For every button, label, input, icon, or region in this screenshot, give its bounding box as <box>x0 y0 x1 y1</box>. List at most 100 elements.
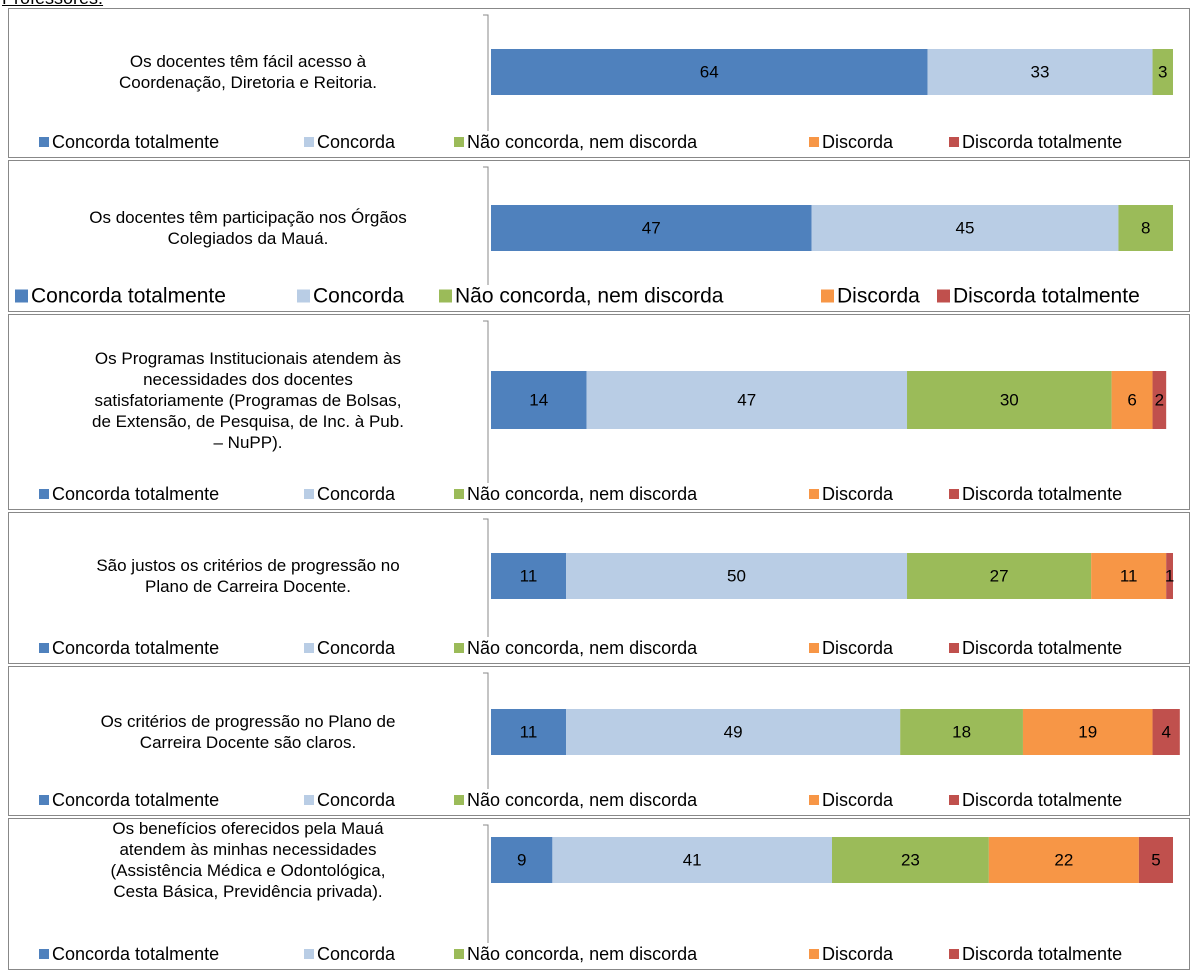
value-label: 5 <box>1151 850 1160 869</box>
legend-label: Discorda <box>822 790 894 810</box>
bracket <box>483 320 489 483</box>
legend-label: Discorda <box>822 944 894 964</box>
legend-swatch <box>15 289 28 303</box>
bar-segment <box>900 709 1023 755</box>
value-label: 45 <box>956 218 975 237</box>
chart-panel: Os docentes têm fácil acesso à Coordenaç… <box>8 8 1190 158</box>
legend-swatch <box>949 489 959 499</box>
legend-label: Discorda <box>822 132 894 152</box>
legend-label: Discorda totalmente <box>962 638 1122 658</box>
legend-label: Não concorda, nem discorda <box>455 285 724 308</box>
legend-swatch <box>949 643 959 653</box>
question-label: São justos os critérios de progressão no… <box>96 556 400 596</box>
chart: 9 Concorda totalmente 41 Concorda 23 Não conc… <box>39 824 1173 964</box>
legend-label: Concorda totalmente <box>31 285 226 308</box>
legend-label: Discorda <box>822 484 894 504</box>
bar-segment <box>907 553 1092 599</box>
value-label: 49 <box>724 722 743 741</box>
value-label: 8 <box>1141 218 1150 237</box>
value-label: 64 <box>700 62 719 81</box>
question-label: Os docentes têm fácil acesso à Coordenaç… <box>119 52 377 92</box>
bar-segment <box>491 709 567 755</box>
bar-segment <box>811 205 1119 251</box>
legend-swatch <box>809 795 819 805</box>
legend-swatch <box>949 795 959 805</box>
value-label: 11 <box>520 722 538 741</box>
legend-label: Discorda totalmente <box>962 484 1122 504</box>
legend-swatch <box>304 643 314 653</box>
value-label: 27 <box>990 566 1009 585</box>
legend-swatch <box>439 289 452 303</box>
chart-panel: Os critérios de progressão no Plano de C… <box>8 666 1190 816</box>
bar-segment <box>586 371 908 429</box>
legend-swatch <box>304 795 314 805</box>
bar-segment <box>491 837 553 883</box>
value-label: 1 <box>1165 566 1174 585</box>
value-label: 9 <box>517 850 526 869</box>
legend-label: Concorda totalmente <box>52 484 219 504</box>
legend-label: Não concorda, nem discorda <box>467 132 698 152</box>
legend-swatch <box>949 949 959 959</box>
value-label: 11 <box>1120 566 1138 585</box>
legend-swatch <box>39 795 49 805</box>
bar-segment <box>1152 49 1173 95</box>
legend-label: Concorda <box>317 944 396 964</box>
bar-segment <box>491 49 928 95</box>
legend-swatch <box>454 949 464 959</box>
legend-swatch <box>454 643 464 653</box>
legend-label: Concorda totalmente <box>52 132 219 152</box>
bar-segment <box>1111 371 1153 429</box>
bar-segment <box>1022 709 1153 755</box>
chart-panel: Os Programas Institucionais atendem às n… <box>8 314 1190 510</box>
legend-swatch <box>949 137 959 147</box>
legend-label: Concorda totalmente <box>52 944 219 964</box>
legend-label: Concorda totalmente <box>52 790 219 810</box>
legend-swatch <box>454 795 464 805</box>
value-label: 14 <box>529 390 548 409</box>
legend-label: Discorda totalmente <box>962 132 1122 152</box>
chart: 11 Concorda totalmente 49 Concorda 18 Não con… <box>39 672 1180 810</box>
bar-segment <box>1152 709 1180 755</box>
bracket <box>483 14 489 131</box>
chart: 64 Concorda totalmente 33 Concorda 3 Não conc… <box>39 14 1173 152</box>
value-label: 30 <box>1000 390 1019 409</box>
legend-label: Concorda <box>313 285 404 308</box>
bar-segment <box>907 371 1112 429</box>
chart-panel: Os benefícios oferecidos pela Mauá atend… <box>8 818 1190 970</box>
chart: 14 Concorda totalmente 47 Concorda 30 Não con… <box>39 320 1167 504</box>
legend-label: Concorda <box>317 638 396 658</box>
value-label: 41 <box>683 850 702 869</box>
legend-swatch <box>809 949 819 959</box>
bar-segment <box>491 205 812 251</box>
value-label: 11 <box>520 566 538 585</box>
bracket <box>483 824 489 943</box>
legend-swatch <box>304 137 314 147</box>
legend-swatch <box>821 289 834 303</box>
legend-swatch <box>454 489 464 499</box>
chart-panel: São justos os critérios de progressão no… <box>8 512 1190 664</box>
bar-segment <box>552 837 832 883</box>
bar-segment <box>1138 837 1173 883</box>
bar-segment <box>1118 205 1173 251</box>
legend-swatch <box>809 643 819 653</box>
value-label: 22 <box>1054 850 1073 869</box>
legend-label: Discorda <box>822 638 894 658</box>
legend-label: Não concorda, nem discorda <box>467 484 698 504</box>
legend-swatch <box>937 289 950 303</box>
value-label: 18 <box>952 722 971 741</box>
legend-label: Concorda totalmente <box>52 638 219 658</box>
legend-swatch <box>304 949 314 959</box>
legend-label: Discorda totalmente <box>953 285 1140 308</box>
bracket <box>483 166 489 285</box>
chart: 11 Concorda totalmente 50 Concorda 27 Não con… <box>39 518 1174 658</box>
value-label: 6 <box>1127 390 1136 409</box>
bracket <box>483 518 489 637</box>
bar-segment <box>491 371 587 429</box>
question-label: Os benefícios oferecidos pela Mauá atend… <box>110 819 386 901</box>
legend-label: Discorda totalmente <box>962 790 1122 810</box>
bar-segment <box>566 553 908 599</box>
chart-panel: Os docentes têm participação nos Órgãos … <box>8 160 1190 312</box>
legend-label: Não concorda, nem discorda <box>467 790 698 810</box>
legend-label: Concorda <box>317 132 396 152</box>
